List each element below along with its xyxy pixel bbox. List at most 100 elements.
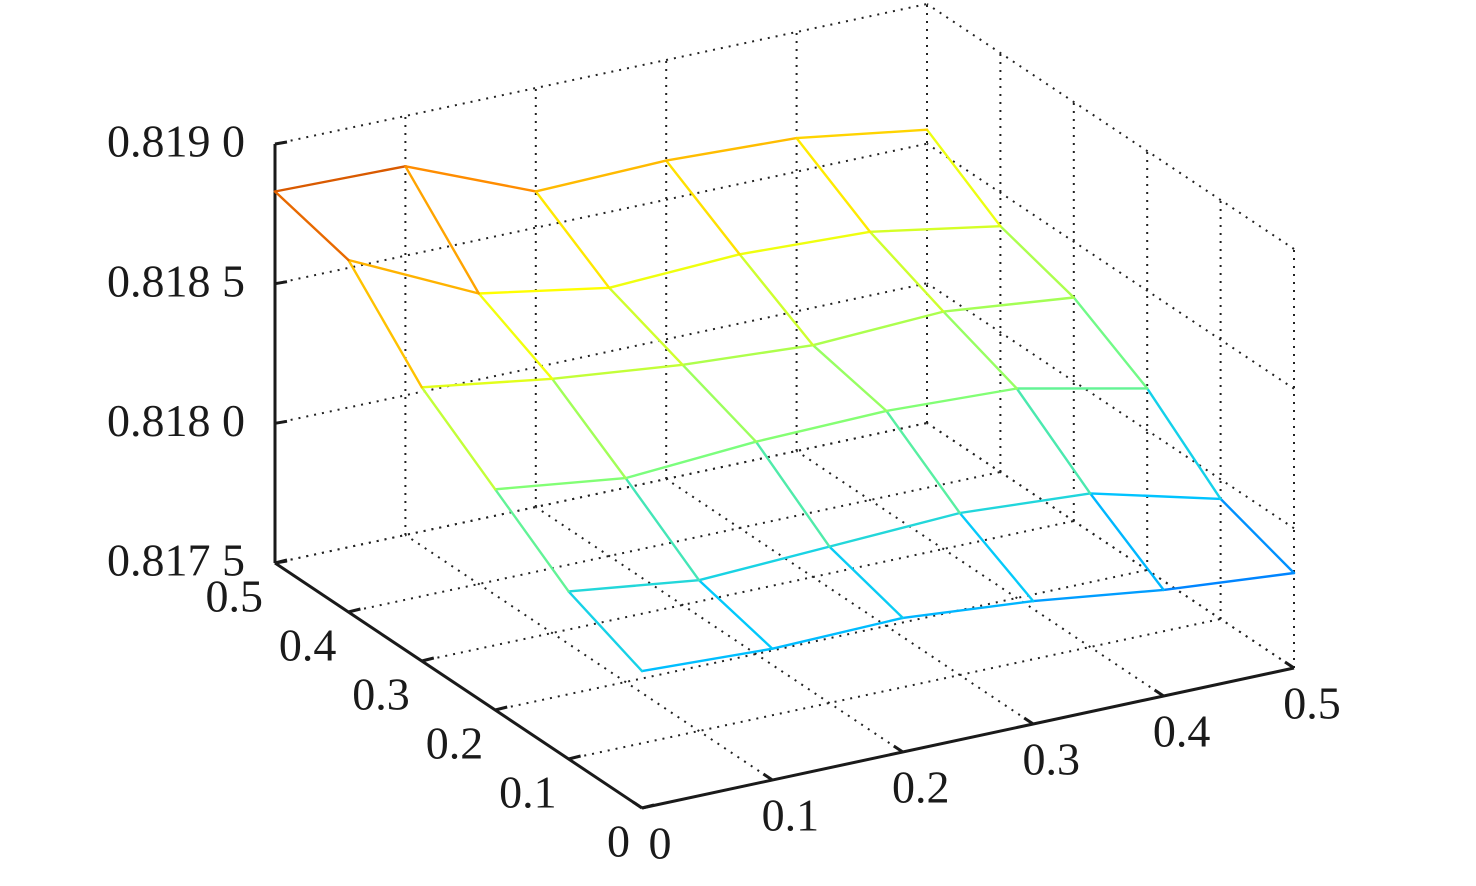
mesh-segment-y-1-4 — [1015, 387, 1092, 495]
y-tick-label-4: 0.4 — [279, 620, 337, 671]
mesh-segment-x-1-2 — [828, 511, 961, 548]
y-tick-label-3: 0.3 — [352, 669, 410, 720]
mesh-segment-y-2-2 — [681, 363, 758, 443]
mesh-segment-y-2-0 — [420, 386, 497, 491]
grid-side-z-2 — [926, 142, 1295, 390]
mesh-segment-y-0-5 — [1219, 497, 1296, 575]
mesh-segment-y-3-4 — [868, 230, 945, 313]
mesh-segment-x-0-2 — [901, 599, 1035, 620]
y-tick-2 — [494, 705, 508, 712]
axis-layer — [273, 140, 1295, 810]
mesh-segment-x-0-1 — [771, 616, 904, 650]
mesh-segment-y-3-1 — [477, 292, 554, 380]
mesh-segment-y-1-5 — [1145, 387, 1222, 501]
mesh-segment-x-4-0 — [347, 258, 480, 295]
x-tick-5 — [1284, 660, 1295, 670]
mesh-segment-y-1-1 — [624, 476, 701, 582]
grid-floor-x-4 — [796, 450, 1165, 697]
mesh-segment-y-0-3 — [958, 511, 1035, 603]
mesh-segment-x-3-3 — [811, 310, 945, 347]
mesh-segment-x-0-3 — [1031, 588, 1165, 603]
mesh-segment-x-2-3 — [885, 387, 1018, 413]
mesh-segment-x-2-2 — [754, 409, 888, 443]
label-layer: 0.817 5 0.818 0 0.818 5 0.819 0 0 0.1 0.2 0.3 0.… — [107, 116, 1341, 869]
mesh-segment-x-0-4 — [1162, 571, 1296, 592]
mesh-segment-y-4-3 — [665, 159, 741, 256]
mesh-segment-x-3-2 — [681, 344, 815, 366]
mesh-segment-y-2-1 — [551, 377, 627, 480]
y-tick-0 — [641, 803, 655, 810]
mesh-segment-x-4-1 — [477, 286, 611, 295]
mesh-segment-y-3-0 — [347, 258, 423, 389]
mesh-segment-x-2-0 — [494, 476, 627, 491]
grid-back-z-3 — [274, 3, 928, 145]
x-tick-3 — [1023, 716, 1035, 726]
mesh-segment-x-0-0 — [640, 647, 774, 673]
y-tick-4 — [348, 607, 361, 614]
grid-floor-y-3 — [421, 520, 1075, 662]
x-tick-0 — [632, 800, 643, 810]
mesh-segment-y-4-4 — [795, 136, 872, 234]
mesh-segment-x-1-1 — [697, 545, 831, 582]
mesh-segment-y-1-3 — [885, 409, 961, 515]
mesh-segment-y-4-0 — [273, 190, 350, 262]
z-tick-1 — [274, 419, 288, 425]
grid-side-z-0 — [926, 422, 1295, 669]
mesh-segment-x-2-1 — [624, 440, 758, 480]
mesh-segment-y-0-1 — [697, 579, 774, 650]
mesh-segment-x-3-0 — [420, 377, 554, 389]
mesh-segment-x-5-0 — [273, 165, 407, 193]
mesh-segment-y-4-2 — [534, 190, 611, 289]
mesh-segment-x-4-3 — [738, 230, 872, 256]
mesh-segment-y-4-5 — [925, 128, 1002, 228]
mesh-layer — [273, 128, 1296, 673]
grid-layer — [274, 3, 1295, 809]
z-tick-label-2: 0.818 5 — [107, 255, 245, 306]
mesh-segment-y-2-5 — [1072, 296, 1149, 390]
mesh-segment-x-4-4 — [868, 224, 1002, 234]
x-tick-4 — [1153, 688, 1165, 698]
x-tick-label-1: 0.1 — [762, 790, 820, 841]
z-tick-2 — [274, 280, 288, 286]
mesh-segment-y-3-5 — [999, 224, 1076, 299]
z-tick-label-0: 0.817 5 — [107, 535, 245, 586]
y-tick-label-1: 0.1 — [499, 767, 557, 818]
x-tick-label-2: 0.2 — [892, 762, 950, 813]
mesh-segment-y-0-0 — [567, 590, 644, 673]
mesh-segment-x-1-4 — [1088, 492, 1222, 501]
x-tick-2 — [892, 744, 904, 754]
mesh-segment-x-1-3 — [958, 492, 1092, 515]
mesh-segment-y-2-4 — [942, 310, 1018, 390]
z-tick-3 — [274, 140, 288, 146]
grid-floor-x-2 — [535, 506, 904, 753]
x-tick-label-5: 0.5 — [1283, 678, 1341, 729]
z-tick-0 — [274, 559, 288, 565]
mesh-segment-x-5-3 — [665, 136, 798, 162]
mesh-segment-x-5-1 — [404, 165, 537, 193]
grid-floor-y-2 — [494, 569, 1148, 711]
x-tick-label-3: 0.3 — [1022, 734, 1080, 785]
mesh-segment-x-4-2 — [608, 253, 741, 289]
mesh-segment-x-3-1 — [551, 363, 684, 380]
x-tick-label-4: 0.4 — [1153, 706, 1211, 757]
y-axis-line — [274, 561, 643, 810]
mesh-segment-y-2-3 — [811, 344, 888, 413]
y-tick-label-5: 0.5 — [206, 571, 264, 622]
grid-floor-y-1 — [568, 618, 1221, 760]
mesh-segment-y-0-4 — [1088, 492, 1165, 592]
mesh-segment-y-4-1 — [404, 165, 480, 295]
grid-floor-x-5 — [926, 422, 1295, 669]
mesh-segment-x-3-4 — [942, 296, 1076, 313]
grid-floor-x-1 — [404, 534, 773, 781]
grid-back-z-2 — [274, 142, 928, 285]
y-tick-label-0: 0 — [607, 816, 630, 867]
x-tick-label-0: 0 — [649, 818, 672, 869]
x-tick-1 — [762, 772, 774, 782]
mesh-segment-y-1-0 — [494, 488, 570, 593]
mesh-segment-y-0-2 — [828, 545, 904, 620]
z-tick-label-3: 0.819 0 — [107, 116, 245, 167]
mesh-segment-y-3-3 — [738, 253, 815, 347]
y-tick-3 — [421, 656, 435, 663]
mesh-segment-y-1-2 — [754, 440, 831, 548]
